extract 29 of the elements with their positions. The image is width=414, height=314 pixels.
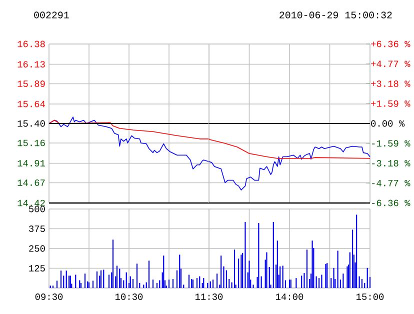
x-tick-label: 14:00 (276, 294, 304, 300)
text: +4.77 % (371, 60, 410, 68)
text: +3.18 % (371, 80, 410, 87)
y-tick-label: 15.89 (18, 80, 45, 87)
x-tick-label: 10:30 (115, 294, 143, 300)
y-tick-label: 14.42 (18, 200, 45, 206)
y-tick-label: 125 (29, 265, 45, 272)
text: -3.18 % (372, 160, 410, 166)
y-tick-label: 16.13 (18, 61, 45, 68)
y-tick-label: 250 (29, 245, 45, 252)
text: +6.36 % (371, 40, 410, 48)
y-tick-label: 14.91 (18, 160, 46, 166)
x-tick-label: 09:30 (35, 294, 63, 300)
y-tick-label: 15.40 (18, 120, 45, 127)
y-tick-label: 375 (29, 226, 45, 232)
x-tick-label: 11:30 (195, 294, 223, 300)
chart-title: 2010-06-29 15:00:32 (280, 12, 392, 18)
text: 0.00 % (371, 120, 405, 127)
chart-title: 002291 (34, 12, 69, 18)
text: -4.77 % (372, 180, 410, 186)
y-tick-label: 14.67 (18, 180, 45, 186)
y-tick-label: 500 (29, 206, 45, 212)
text: -1.59 % (372, 140, 410, 147)
y-tick-label: 15.64 (18, 100, 45, 108)
y-tick-label: 16.38 (18, 40, 45, 48)
text: -6.36 % (372, 200, 410, 206)
x-tick-label: 15:00 (356, 294, 384, 300)
text: +1.59 % (371, 100, 410, 107)
y-tick-label: 15.16 (18, 140, 45, 146)
